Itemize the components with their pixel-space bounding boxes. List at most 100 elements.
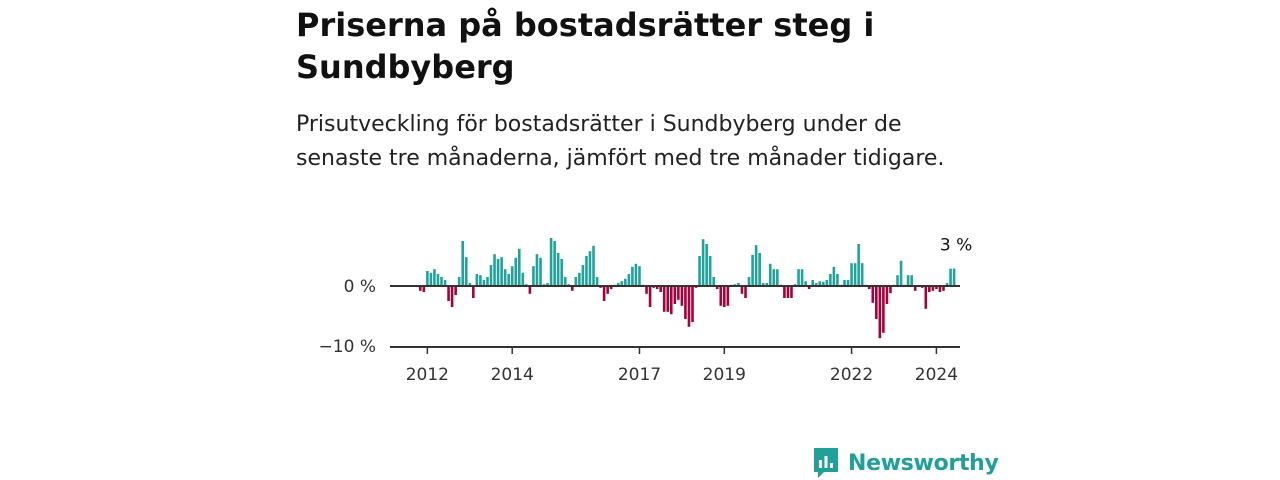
bar: [765, 283, 769, 286]
bar: [804, 281, 807, 286]
bar: [814, 283, 818, 286]
x-tick-label: 2019: [703, 365, 746, 385]
bar: [800, 269, 804, 286]
bar: [472, 286, 475, 298]
bar: [761, 283, 765, 286]
newsworthy-logo-text: Newsworthy: [848, 450, 999, 476]
bar: [821, 281, 825, 286]
bar: [754, 245, 758, 286]
bar: [825, 280, 829, 286]
bar: [945, 283, 949, 286]
bar: [517, 248, 521, 286]
bar: [645, 286, 648, 294]
bar: [510, 266, 514, 286]
bar: [740, 286, 744, 294]
bar: [772, 269, 776, 286]
bar: [475, 274, 479, 286]
bar: [620, 281, 624, 286]
bar: [454, 286, 457, 295]
bar: [719, 286, 723, 306]
bar: [634, 263, 638, 286]
bar: [850, 263, 853, 286]
bar: [878, 286, 882, 339]
bar: [461, 241, 465, 286]
bar: [726, 286, 730, 306]
bar: [797, 269, 800, 286]
bar: [655, 286, 659, 289]
bar: [677, 286, 680, 300]
bar: [440, 277, 443, 286]
bar: [450, 286, 454, 307]
bar: [447, 286, 450, 301]
bar: [426, 271, 429, 286]
bar: [602, 286, 606, 301]
bar: [486, 277, 489, 286]
x-tick-label: 2012: [406, 365, 449, 385]
bar: [627, 274, 631, 286]
bar: [924, 286, 928, 309]
bar: [464, 257, 468, 286]
bar: [468, 283, 472, 286]
bar: [457, 277, 461, 286]
bar: [708, 256, 712, 286]
bar: [867, 286, 871, 289]
bar: [514, 257, 518, 286]
bar: [592, 245, 595, 286]
bar: [882, 286, 885, 333]
bar: [571, 286, 574, 291]
bar: [889, 286, 892, 294]
bar: [744, 286, 747, 298]
bar: [493, 254, 496, 286]
bar: [588, 251, 592, 286]
bar: [507, 274, 510, 286]
bar: [698, 256, 701, 286]
bar: [687, 286, 691, 327]
bar: [928, 286, 931, 292]
bar: [479, 275, 482, 286]
bar: [846, 280, 850, 286]
bar: [528, 286, 532, 294]
bar: [790, 286, 793, 298]
bar: [875, 286, 878, 319]
bar: [669, 286, 673, 315]
bar: [539, 257, 542, 286]
bar: [535, 254, 539, 286]
bar: [553, 241, 556, 286]
chart-subtitle: Prisutveckling för bostadsrätter i Sundb…: [296, 112, 945, 171]
bar: [776, 269, 779, 286]
bar: [938, 286, 942, 292]
bar: [500, 257, 503, 286]
chart-title: Priserna på bostadsrätter steg i Sundbyb…: [296, 6, 875, 86]
bar: [680, 286, 684, 306]
bar: [563, 277, 567, 286]
bar: [684, 286, 687, 319]
bar: [935, 286, 938, 289]
bar: [705, 244, 708, 286]
bar: [768, 263, 772, 286]
bar: [578, 272, 581, 286]
bar: [832, 266, 836, 286]
bar: [942, 286, 945, 291]
bar: [857, 244, 860, 286]
bar: [758, 253, 761, 286]
bar: [807, 286, 811, 289]
bar: [747, 277, 751, 286]
bar: [723, 286, 726, 307]
bars-group: [419, 238, 956, 339]
bar: [836, 274, 839, 286]
bar: [786, 286, 790, 298]
bar: [546, 283, 549, 286]
bar: [949, 268, 952, 286]
bar: [489, 265, 493, 286]
bar: [701, 239, 705, 286]
bar: [496, 259, 500, 286]
bar: [899, 260, 903, 286]
newsworthy-logo: Newsworthy: [812, 446, 999, 480]
bar: [673, 286, 677, 304]
bar: [585, 256, 588, 286]
bar: [631, 266, 634, 286]
x-tick-label: 2022: [830, 365, 873, 385]
bar: [829, 274, 832, 286]
bar: [691, 286, 694, 322]
bar: [443, 280, 447, 286]
